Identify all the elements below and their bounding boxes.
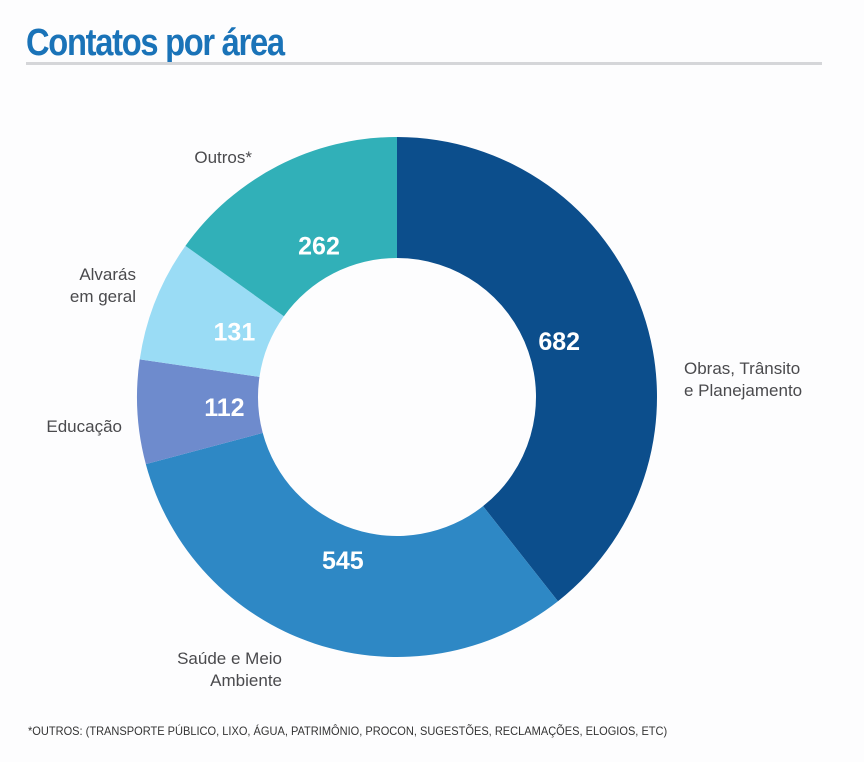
- slice-value-label: 682: [538, 328, 580, 356]
- donut-slice: [137, 359, 263, 465]
- donut-slice: [397, 137, 657, 602]
- slice-value-label: 112: [204, 394, 244, 422]
- donut-slice: [185, 137, 397, 317]
- slice-value-label: 545: [322, 547, 364, 575]
- slice-category-label: Saúde e Meio: [177, 649, 282, 668]
- slice-category-label: Alvarás: [79, 265, 136, 284]
- donut-slice: [145, 432, 558, 658]
- chart-title: Contatos por área: [26, 22, 285, 64]
- slice-value-label: 262: [298, 232, 340, 260]
- slice-category-label: Outros*: [194, 148, 252, 167]
- donut-slice: [139, 245, 284, 377]
- title-divider: [26, 62, 822, 65]
- slice-category-label: Ambiente: [210, 671, 282, 690]
- slice-category-label: e Planejamento: [684, 381, 802, 400]
- slice-category-label: em geral: [70, 287, 136, 306]
- slice-category-label: Educação: [46, 417, 122, 436]
- slice-category-label: Obras, Trânsito: [684, 359, 800, 378]
- slice-value-label: 131: [214, 319, 256, 347]
- footnote: *OUTROS: (TRANSPORTE PÚBLICO, LIXO, ÁGUA…: [28, 724, 668, 738]
